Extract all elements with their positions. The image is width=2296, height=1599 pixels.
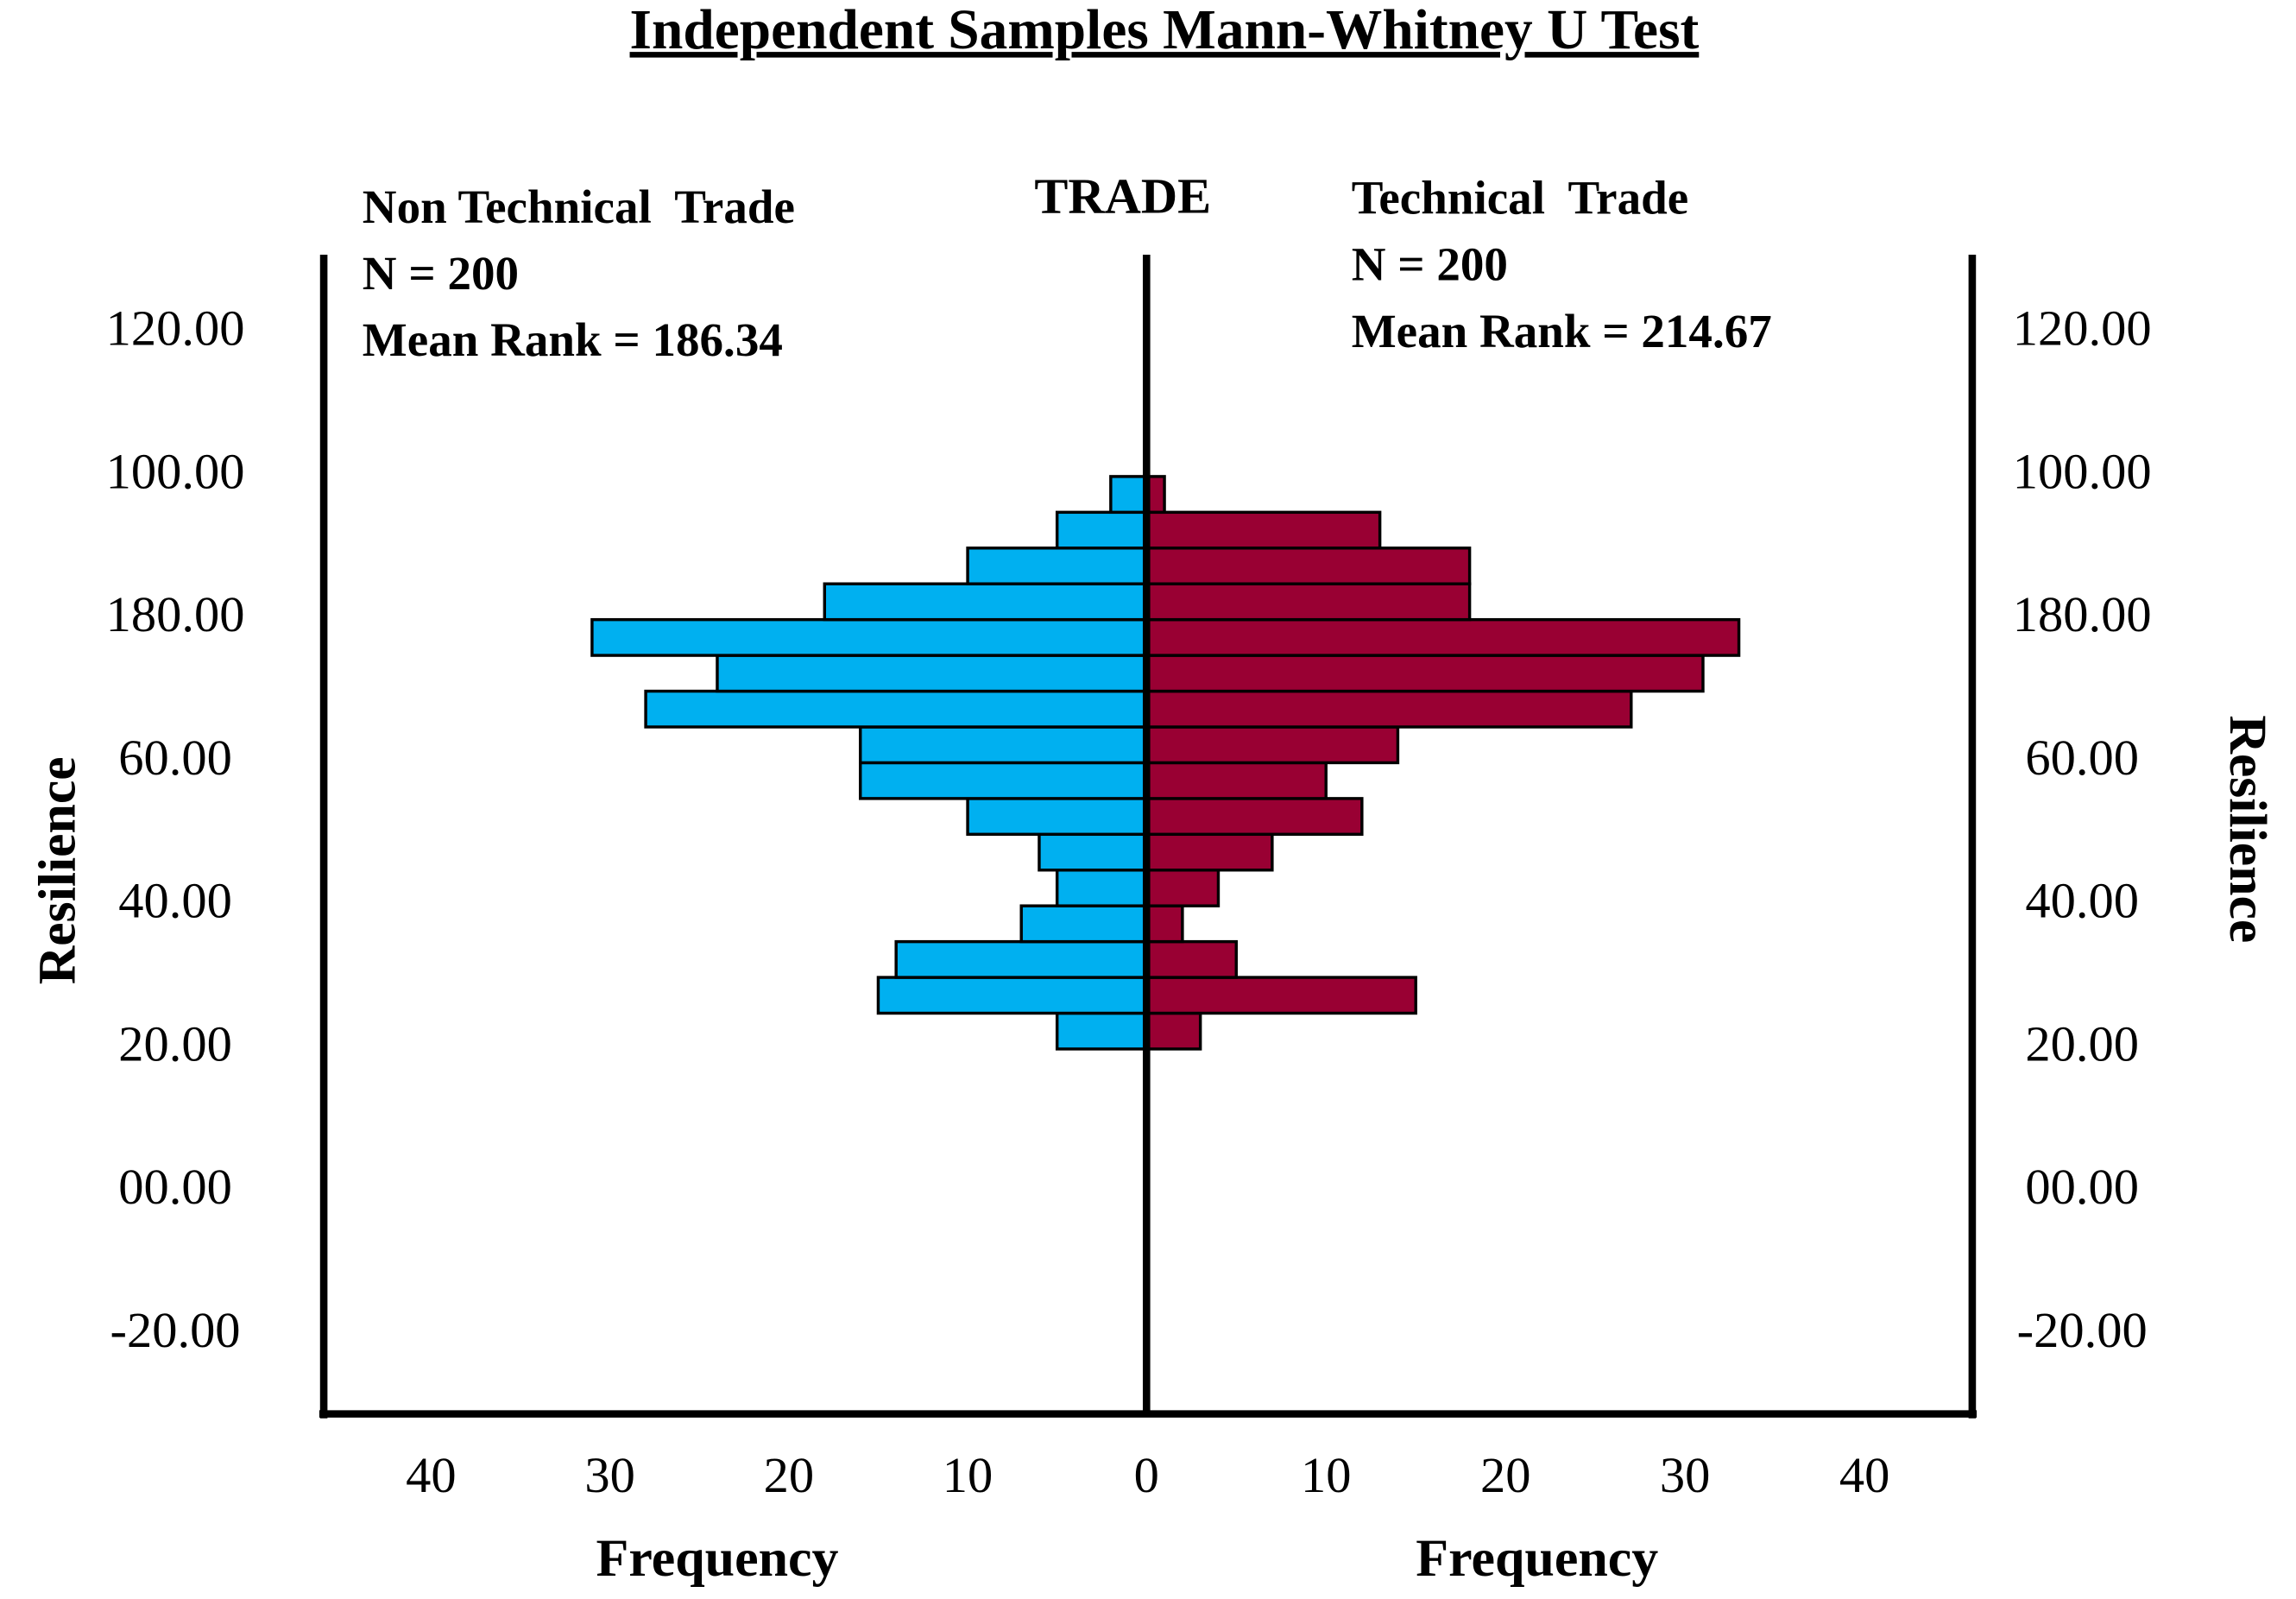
bar — [966, 547, 1149, 585]
bar — [1145, 510, 1382, 550]
x-tick-label: 40 — [1839, 1447, 1889, 1503]
bar — [1055, 510, 1148, 550]
y-tick-label: 60.00 — [2025, 730, 2139, 786]
x-tick-label: 20 — [1480, 1447, 1530, 1503]
x-tick-label: 40 — [406, 1447, 456, 1503]
x-tick-label: 0 — [1134, 1447, 1159, 1503]
bar — [1145, 797, 1364, 837]
x-tick-label: 10 — [1301, 1447, 1351, 1503]
y-tick-label: 120.00 — [106, 300, 245, 357]
y-tick-label: 180.00 — [2013, 586, 2152, 642]
x-axis-label: Frequency — [596, 1529, 839, 1588]
y-tick-label: -20.00 — [2017, 1302, 2148, 1358]
bar — [1145, 869, 1221, 907]
y-axis-label: Resilience — [2218, 715, 2277, 943]
annotation: Mean Rank = 186.34 — [363, 313, 783, 366]
chart-title: Independent Samples Mann-Whitney U Test — [630, 0, 1700, 61]
y-tick-label: -20.00 — [110, 1302, 240, 1358]
y-tick-label: 00.00 — [118, 1159, 232, 1215]
annotation: Mean Rank = 214.67 — [1352, 305, 1772, 357]
bar — [1109, 475, 1148, 515]
bar — [1055, 1011, 1148, 1051]
bar — [1145, 976, 1417, 1015]
bar — [1019, 904, 1149, 944]
x-tick-label: 10 — [943, 1447, 993, 1503]
bar — [1145, 582, 1472, 622]
bar — [1145, 689, 1633, 729]
y-tick-label: 100.00 — [2013, 443, 2152, 499]
bar — [859, 725, 1148, 765]
x-tick-label: 30 — [584, 1447, 634, 1503]
bar — [1145, 832, 1274, 872]
bar — [1145, 617, 1741, 657]
bar — [1145, 547, 1472, 585]
y-tick-label: 20.00 — [118, 1015, 232, 1071]
annotation: N = 200 — [1352, 238, 1508, 291]
legend-label: Technical Trade — [1352, 172, 1688, 224]
bar — [1145, 904, 1184, 944]
y-tick-label: 40.00 — [118, 873, 232, 929]
bar — [1145, 1011, 1202, 1051]
bar — [1145, 761, 1328, 800]
y-tick-label: 100.00 — [106, 443, 245, 499]
y-tick-label: 40.00 — [2025, 873, 2139, 929]
bar — [966, 797, 1149, 837]
group-label: TRADE — [1034, 168, 1211, 224]
bar — [1145, 939, 1238, 979]
bar — [894, 939, 1148, 979]
bar — [1038, 832, 1149, 872]
bar — [876, 976, 1149, 1015]
x-tick-label: 30 — [1660, 1447, 1710, 1503]
legend-label: Non Technical Trade — [363, 180, 795, 233]
bar — [823, 582, 1149, 622]
y-tick-label: 60.00 — [118, 730, 232, 786]
bar — [590, 617, 1148, 657]
y-tick-label: 20.00 — [2025, 1015, 2139, 1071]
annotation: N = 200 — [363, 247, 519, 300]
y-axis-label: Resilience — [28, 756, 86, 984]
bar — [1145, 725, 1400, 765]
x-axis-label: Frequency — [1416, 1529, 1658, 1588]
y-tick-label: 120.00 — [2013, 300, 2152, 357]
bar — [859, 761, 1148, 800]
x-tick-label: 20 — [764, 1447, 814, 1503]
bar — [716, 654, 1148, 693]
y-tick-label: 00.00 — [2025, 1159, 2139, 1215]
y-tick-label: 180.00 — [106, 586, 245, 642]
bar — [1055, 869, 1148, 907]
bar — [644, 689, 1148, 729]
bar — [1145, 654, 1705, 693]
